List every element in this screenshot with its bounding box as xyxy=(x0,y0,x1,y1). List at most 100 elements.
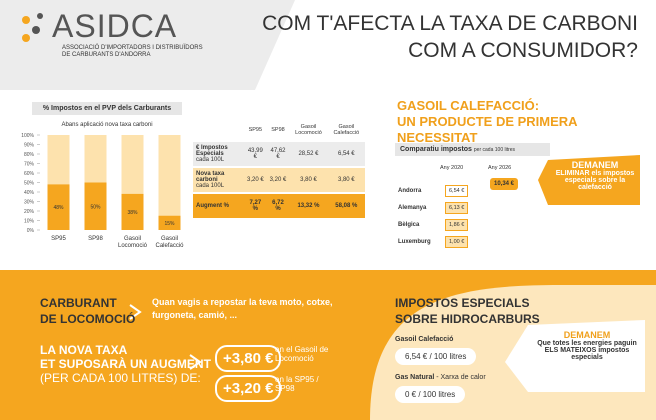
org-line: ASSOCIACIÓ D'IMPORTADORS I DISTRIBUÏDORS xyxy=(62,45,203,51)
bar xyxy=(84,182,107,230)
label: € Impostos Especials xyxy=(196,145,228,157)
ask-title: DEMANEM xyxy=(563,330,611,340)
cell: 3,20 € xyxy=(247,177,264,183)
column-header: SP98 xyxy=(271,127,285,133)
amount: +3,20 € xyxy=(215,375,282,402)
tax-value: 0 € / 100 litres xyxy=(395,386,466,403)
y-tick-label: 0% xyxy=(27,228,35,234)
y-tick-label: 100% xyxy=(21,133,34,139)
country: Bèlgica xyxy=(398,222,420,228)
sub: cada 100L xyxy=(196,157,225,163)
bar xyxy=(47,184,70,230)
column-header: Gasoil Locomoció xyxy=(295,124,322,136)
increase: LA NOVA TAXA ET SUPOSARÀ UN AUGMENT (PER C… xyxy=(40,343,211,385)
x-tick-label: Gasoil Calefacció xyxy=(155,236,184,249)
value-label: 38% xyxy=(127,210,138,216)
cell: 6,72 % xyxy=(272,200,284,212)
amount: +3,80 € xyxy=(215,345,282,372)
label: Augment % xyxy=(196,203,229,209)
ask-text: ELIMINAR els impostos especials sobre la… xyxy=(555,170,635,191)
country: Andorra xyxy=(398,188,422,194)
tax-name: Gas Natural - Xarxa de calor xyxy=(395,374,486,381)
title-line: SOBRE HIDROCARBURS xyxy=(395,312,540,326)
main-title: COM T'AFECTA LA TAXA DE CARBONI COM A CON… xyxy=(262,10,638,64)
corner xyxy=(193,118,244,142)
header-row: SP95 SP98 Gasoil Locomoció Gasoil Calefacci… xyxy=(193,118,365,142)
taxes-title: IMPOSTOS ESPECIALS SOBRE HIDROCARBURS xyxy=(395,295,540,327)
logo: ASIDCA xyxy=(52,8,178,44)
cell: 58,08 % xyxy=(335,203,358,209)
table-row: € Impostos Especials cada 100L 43,99 €47,6… xyxy=(193,142,365,167)
cell: 6,54 € xyxy=(337,151,355,157)
table-row: Augment % 7,27 % 6,72 % 13,32 % 58,08 % xyxy=(193,193,365,219)
line: LA NOVA TAXA xyxy=(40,343,128,357)
heating-title: GASOIL CALEFACCIÓ: UN PRODUCTE DE PRIMERA… xyxy=(397,98,656,146)
col-2020: Any 2020 xyxy=(440,165,464,171)
cell: 3,80 € xyxy=(300,177,317,183)
y-tick-label: 70% xyxy=(24,162,35,168)
value: 1,00 € xyxy=(445,236,469,248)
tax-name: Gasoil Calefacció xyxy=(395,336,454,343)
label: Nova taxa carboni xyxy=(196,171,225,183)
bar xyxy=(158,215,181,230)
bar xyxy=(121,193,144,230)
cell: 7,27 % xyxy=(249,200,262,212)
title-line: DE LOCOMOCIÓ xyxy=(40,312,136,326)
row-label: Augment % xyxy=(193,193,244,219)
cell: 3,20 € xyxy=(269,177,287,183)
title-line: IMPOSTOS ESPECIALS xyxy=(395,296,530,310)
country: Alemanya xyxy=(398,205,427,211)
column-header: Gasoil Calefacció xyxy=(333,124,360,136)
ask-title: DEMANEM xyxy=(571,160,619,170)
country: Luxemburg xyxy=(398,239,431,245)
cell: 28,52 € xyxy=(298,151,319,157)
ask: DEMANEM Que totes les energies paguin ELS… xyxy=(532,330,642,361)
fuel-note: Quan vagis a repostar la teva moto, cotx… xyxy=(152,297,333,320)
y-tick-label: 10% xyxy=(24,219,35,225)
compare-head: Comparatiu impostos xyxy=(400,146,472,153)
y-tick-label: 30% xyxy=(24,200,35,206)
tax-table: SP95 SP98 Gasoil Locomoció Gasoil Calefacci… xyxy=(193,118,365,220)
y-tick-label: 20% xyxy=(24,209,35,215)
fuel-title: CARBURANT DE LOCOMOCIÓ xyxy=(40,295,135,327)
name: Gas Natural xyxy=(395,374,435,381)
cell: 13,32 % xyxy=(297,203,320,209)
y-tick-label: 80% xyxy=(24,152,35,158)
x-tick-label: SP98 xyxy=(88,236,103,242)
row-label: € Impostos Especials cada 100L xyxy=(193,142,244,167)
value-label: 15% xyxy=(164,221,175,227)
amount-text: en el Gasoil de Locomoció xyxy=(275,345,329,363)
detail: - Xarxa de calor xyxy=(434,374,486,381)
ask-text: Que totes les energies paguin ELS MATEIX… xyxy=(537,340,637,361)
x-tick-label: Gasoil Locomoció xyxy=(117,236,147,249)
org-line: DE CARBURANTS D'ANDORRA xyxy=(62,52,151,58)
org: ASSOCIACIÓ D'IMPORTADORS I DISTRIBUÏDORS… xyxy=(62,45,203,59)
col-2026: Any 2026 xyxy=(488,165,512,171)
value-label: 50% xyxy=(90,204,101,210)
cell: 3,80 € xyxy=(337,177,355,183)
title-line: UN PRODUCTE DE PRIMERA NECESSITAT xyxy=(397,114,578,145)
line: (PER CADA 100 LITRES) DE: xyxy=(40,371,201,385)
title-line: COM T'AFECTA LA TAXA DE CARBONI xyxy=(262,12,638,35)
compare-title: Comparatiu impostos per cada 100 litres xyxy=(395,143,550,156)
ask: DEMANEM ELIMINAR els impostos especials s… xyxy=(552,160,638,191)
chart-subtitle: Abans aplicació nova taxa carboni xyxy=(61,122,153,128)
chart: 0% 10% 20% 30% 40% 50% 60% 70% 80% 90% 100% 48% 50% 3… xyxy=(21,133,181,234)
title-line: CARBURANT xyxy=(40,296,117,310)
sub: cada 100L xyxy=(196,183,225,189)
value-label: 48% xyxy=(53,205,64,211)
value: 6,13 € xyxy=(445,202,469,214)
column-header: SP95 xyxy=(248,127,263,133)
compare-sub: per cada 100 litres xyxy=(473,147,516,153)
tax-value: 6,54 € / 100 litres xyxy=(395,348,477,365)
value: 6,54 € xyxy=(445,185,469,197)
table-row: Nova taxa carboni cada 100L 3,20 €3,20 €3,… xyxy=(193,167,365,193)
row-label: Nova taxa carboni cada 100L xyxy=(193,167,244,193)
y-tick-label: 50% xyxy=(24,181,35,187)
y-tick-label: 40% xyxy=(24,190,35,196)
y-tick-label: 90% xyxy=(24,143,35,149)
title-line: COM A CONSUMIDOR? xyxy=(408,39,638,62)
title-line: GASOIL CALEFACCIÓ: xyxy=(397,98,540,113)
chart-title: % Impostos en el PVP dels Carburants xyxy=(32,102,182,115)
